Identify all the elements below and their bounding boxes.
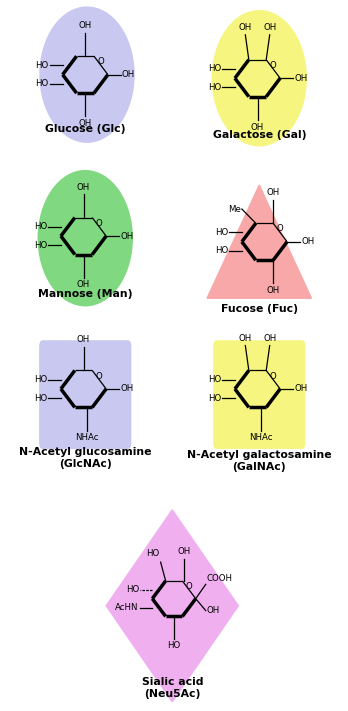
- Text: O: O: [97, 58, 104, 66]
- Text: N-Acetyl galactosamine
(GalNAc): N-Acetyl galactosamine (GalNAc): [187, 450, 332, 471]
- Ellipse shape: [38, 171, 132, 306]
- Text: HO: HO: [208, 394, 221, 402]
- Text: O: O: [270, 61, 277, 70]
- Text: O: O: [96, 219, 103, 228]
- Text: HO: HO: [35, 61, 49, 70]
- Text: OH: OH: [301, 237, 314, 246]
- Text: OH: OH: [251, 122, 264, 132]
- Text: OH: OH: [77, 336, 90, 344]
- Text: HO: HO: [215, 247, 228, 255]
- Text: COOH: COOH: [207, 574, 232, 582]
- Text: O: O: [186, 582, 192, 591]
- Text: O: O: [277, 225, 284, 233]
- Text: Sialic acid
(Neu5Ac): Sialic acid (Neu5Ac): [142, 678, 203, 699]
- Text: OH: OH: [263, 333, 276, 343]
- FancyBboxPatch shape: [214, 341, 305, 449]
- Text: HO: HO: [147, 549, 160, 558]
- Ellipse shape: [212, 11, 306, 146]
- Text: OH: OH: [122, 70, 135, 79]
- FancyBboxPatch shape: [40, 341, 131, 449]
- Text: HO: HO: [35, 80, 49, 88]
- Text: Me: Me: [228, 205, 241, 213]
- Text: N-Acetyl glucosamine
(GlcNAc): N-Acetyl glucosamine (GlcNAc): [19, 447, 151, 469]
- Text: O: O: [270, 372, 277, 380]
- Text: Fucose (Fuc): Fucose (Fuc): [221, 304, 298, 314]
- Text: OH: OH: [267, 188, 280, 197]
- Polygon shape: [207, 185, 311, 299]
- Text: OH: OH: [79, 119, 92, 128]
- Text: Mannose (Man): Mannose (Man): [38, 289, 133, 299]
- Text: OH: OH: [239, 23, 252, 32]
- Text: HO: HO: [208, 65, 221, 73]
- Text: HO: HO: [208, 83, 221, 92]
- Text: OH: OH: [177, 547, 191, 556]
- Text: HO: HO: [208, 375, 221, 384]
- Text: Glucose (Glc): Glucose (Glc): [45, 124, 126, 134]
- Text: HO: HO: [167, 641, 181, 651]
- Text: O: O: [96, 372, 103, 380]
- Text: HO: HO: [34, 394, 47, 402]
- Text: OH: OH: [77, 280, 90, 289]
- Text: OH: OH: [120, 385, 133, 393]
- Text: Galactose (Gal): Galactose (Gal): [213, 130, 306, 140]
- Text: OH: OH: [120, 232, 133, 240]
- Text: OH: OH: [207, 606, 220, 615]
- Polygon shape: [106, 510, 238, 702]
- Text: OH: OH: [267, 286, 280, 295]
- Text: OH: OH: [79, 21, 92, 30]
- Text: OH: OH: [263, 23, 276, 32]
- Text: OH: OH: [294, 74, 307, 82]
- Text: AcHN: AcHN: [116, 603, 139, 612]
- Text: HO: HO: [215, 228, 228, 237]
- Text: HO: HO: [34, 375, 47, 384]
- Text: OH: OH: [294, 385, 307, 393]
- Text: NHAc: NHAc: [249, 434, 273, 442]
- Text: OH: OH: [77, 183, 90, 191]
- Text: OH: OH: [239, 333, 252, 343]
- Text: HO: HO: [126, 585, 139, 594]
- Text: HO: HO: [34, 223, 47, 231]
- Text: NHAc: NHAc: [75, 434, 99, 442]
- Ellipse shape: [40, 7, 134, 142]
- Text: HO: HO: [34, 241, 47, 250]
